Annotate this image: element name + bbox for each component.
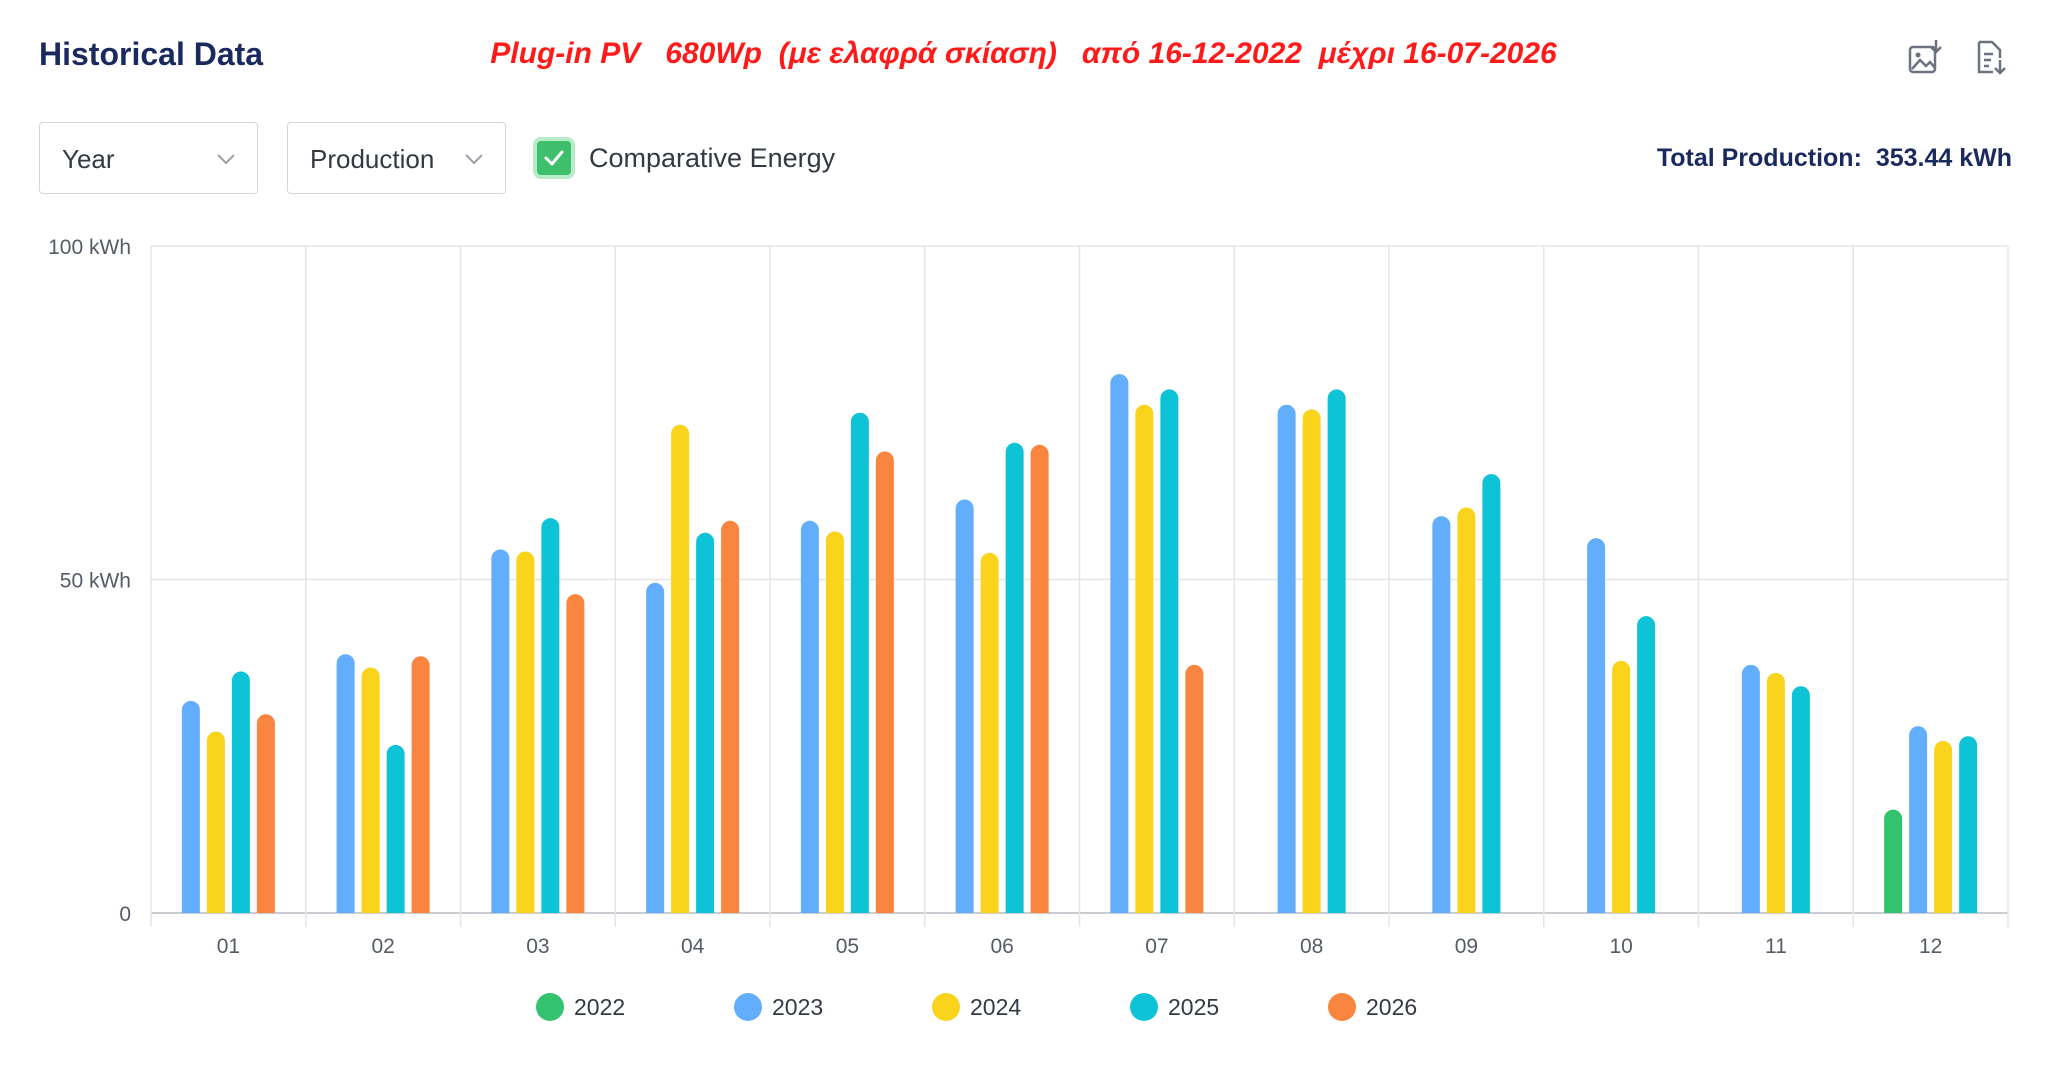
image-download-icon[interactable] xyxy=(1907,38,1943,76)
x-tick-label: 03 xyxy=(526,935,549,958)
x-tick-label: 12 xyxy=(1919,935,1942,958)
x-tick-label: 10 xyxy=(1609,935,1632,958)
bar-2023-08 xyxy=(1277,404,1296,913)
bar-2026-04 xyxy=(721,520,740,913)
bar-2025-04 xyxy=(696,532,715,913)
bar-2026-05 xyxy=(875,451,894,913)
bar-2024-08 xyxy=(1302,409,1321,913)
bar-2023-07 xyxy=(1110,374,1129,913)
bar-2025-12 xyxy=(1959,736,1978,913)
x-tick-label: 11 xyxy=(1765,935,1787,958)
bar-2023-02 xyxy=(336,654,355,913)
bar-2025-02 xyxy=(386,744,405,913)
bar-2025-07 xyxy=(1160,389,1179,913)
bar-2024-01 xyxy=(206,731,225,913)
bar-2024-06 xyxy=(980,552,999,913)
legend-label-2023: 2023 xyxy=(772,994,823,1020)
bar-2026-02 xyxy=(411,656,430,913)
x-tick-label: 04 xyxy=(681,935,705,958)
comparative-energy-label[interactable]: Comparative Energy xyxy=(589,143,836,173)
bar-2024-03 xyxy=(516,551,535,913)
chart-subtitle: Plug-in PV 680Wp (με ελαφρά σκίαση) από … xyxy=(490,37,1557,70)
x-tick-label: 01 xyxy=(217,935,240,958)
total-production: Total Production: 353.44 kWh xyxy=(1657,144,2012,173)
metric-select[interactable]: Production xyxy=(287,122,506,194)
bar-2024-12 xyxy=(1934,740,1953,913)
bar-2025-06 xyxy=(1005,442,1024,913)
legend-label-2024: 2024 xyxy=(970,994,1021,1020)
bar-2024-09 xyxy=(1457,507,1476,913)
bar-2026-01 xyxy=(256,714,275,913)
total-production-label: Total Production: xyxy=(1656,144,1862,172)
page-title: Historical Data xyxy=(39,36,264,72)
x-tick-label: 08 xyxy=(1300,935,1323,958)
bar-2026-07 xyxy=(1185,664,1204,913)
legend-marker-2023 xyxy=(734,993,762,1021)
chevron-down-icon xyxy=(465,154,483,165)
bar-2023-06 xyxy=(955,499,974,913)
x-tick-label: 09 xyxy=(1455,935,1478,958)
comparative-energy-checkbox[interactable] xyxy=(533,137,575,179)
x-tick-label: 02 xyxy=(371,935,394,958)
bar-2025-05 xyxy=(850,412,869,913)
legend-label-2025: 2025 xyxy=(1168,994,1219,1020)
y-tick-label: 0 xyxy=(119,903,131,926)
bar-2023-11 xyxy=(1741,664,1760,913)
legend-marker-2022 xyxy=(536,993,564,1021)
period-select[interactable]: Year xyxy=(39,122,258,194)
bar-2023-12 xyxy=(1909,726,1928,913)
bar-2024-11 xyxy=(1766,672,1785,913)
bar-2023-05 xyxy=(800,520,819,913)
bar-2025-11 xyxy=(1791,686,1810,913)
y-tick-label: 50 kWh xyxy=(60,570,131,593)
bar-2023-10 xyxy=(1587,538,1606,913)
x-tick-label: 07 xyxy=(1145,935,1168,958)
legend-marker-2024 xyxy=(932,993,960,1021)
document-download-icon[interactable] xyxy=(1973,38,2009,76)
y-tick-label: 100 kWh xyxy=(48,236,131,259)
x-tick-label: 06 xyxy=(990,935,1013,958)
bar-2025-08 xyxy=(1327,389,1346,913)
bar-2024-07 xyxy=(1135,404,1154,913)
bar-2024-02 xyxy=(361,667,380,913)
bar-2026-03 xyxy=(566,594,585,913)
bar-2025-10 xyxy=(1637,616,1656,913)
period-select-value: Year xyxy=(62,144,115,174)
legend-marker-2025 xyxy=(1130,993,1158,1021)
bar-2023-09 xyxy=(1432,516,1451,913)
total-production-value: 353.44 kWh xyxy=(1875,144,2012,172)
metric-select-value: Production xyxy=(310,144,435,174)
bar-2024-10 xyxy=(1612,660,1631,913)
bar-2023-01 xyxy=(181,700,200,913)
legend-marker-2026 xyxy=(1328,993,1356,1021)
legend-label-2022: 2022 xyxy=(574,994,625,1020)
bar-2025-01 xyxy=(231,671,250,913)
bar-2024-04 xyxy=(671,424,690,913)
bar-2026-06 xyxy=(1030,444,1049,913)
bar-2023-04 xyxy=(646,582,665,913)
bar-2023-03 xyxy=(491,549,510,913)
bar-2022-12 xyxy=(1884,809,1903,913)
bar-2024-05 xyxy=(825,531,844,913)
x-tick-label: 05 xyxy=(836,935,859,958)
chevron-down-icon xyxy=(217,154,235,165)
bar-2025-09 xyxy=(1482,474,1501,913)
legend-label-2026: 2026 xyxy=(1366,994,1417,1020)
bar-2025-03 xyxy=(541,518,560,913)
check-icon xyxy=(544,150,564,166)
